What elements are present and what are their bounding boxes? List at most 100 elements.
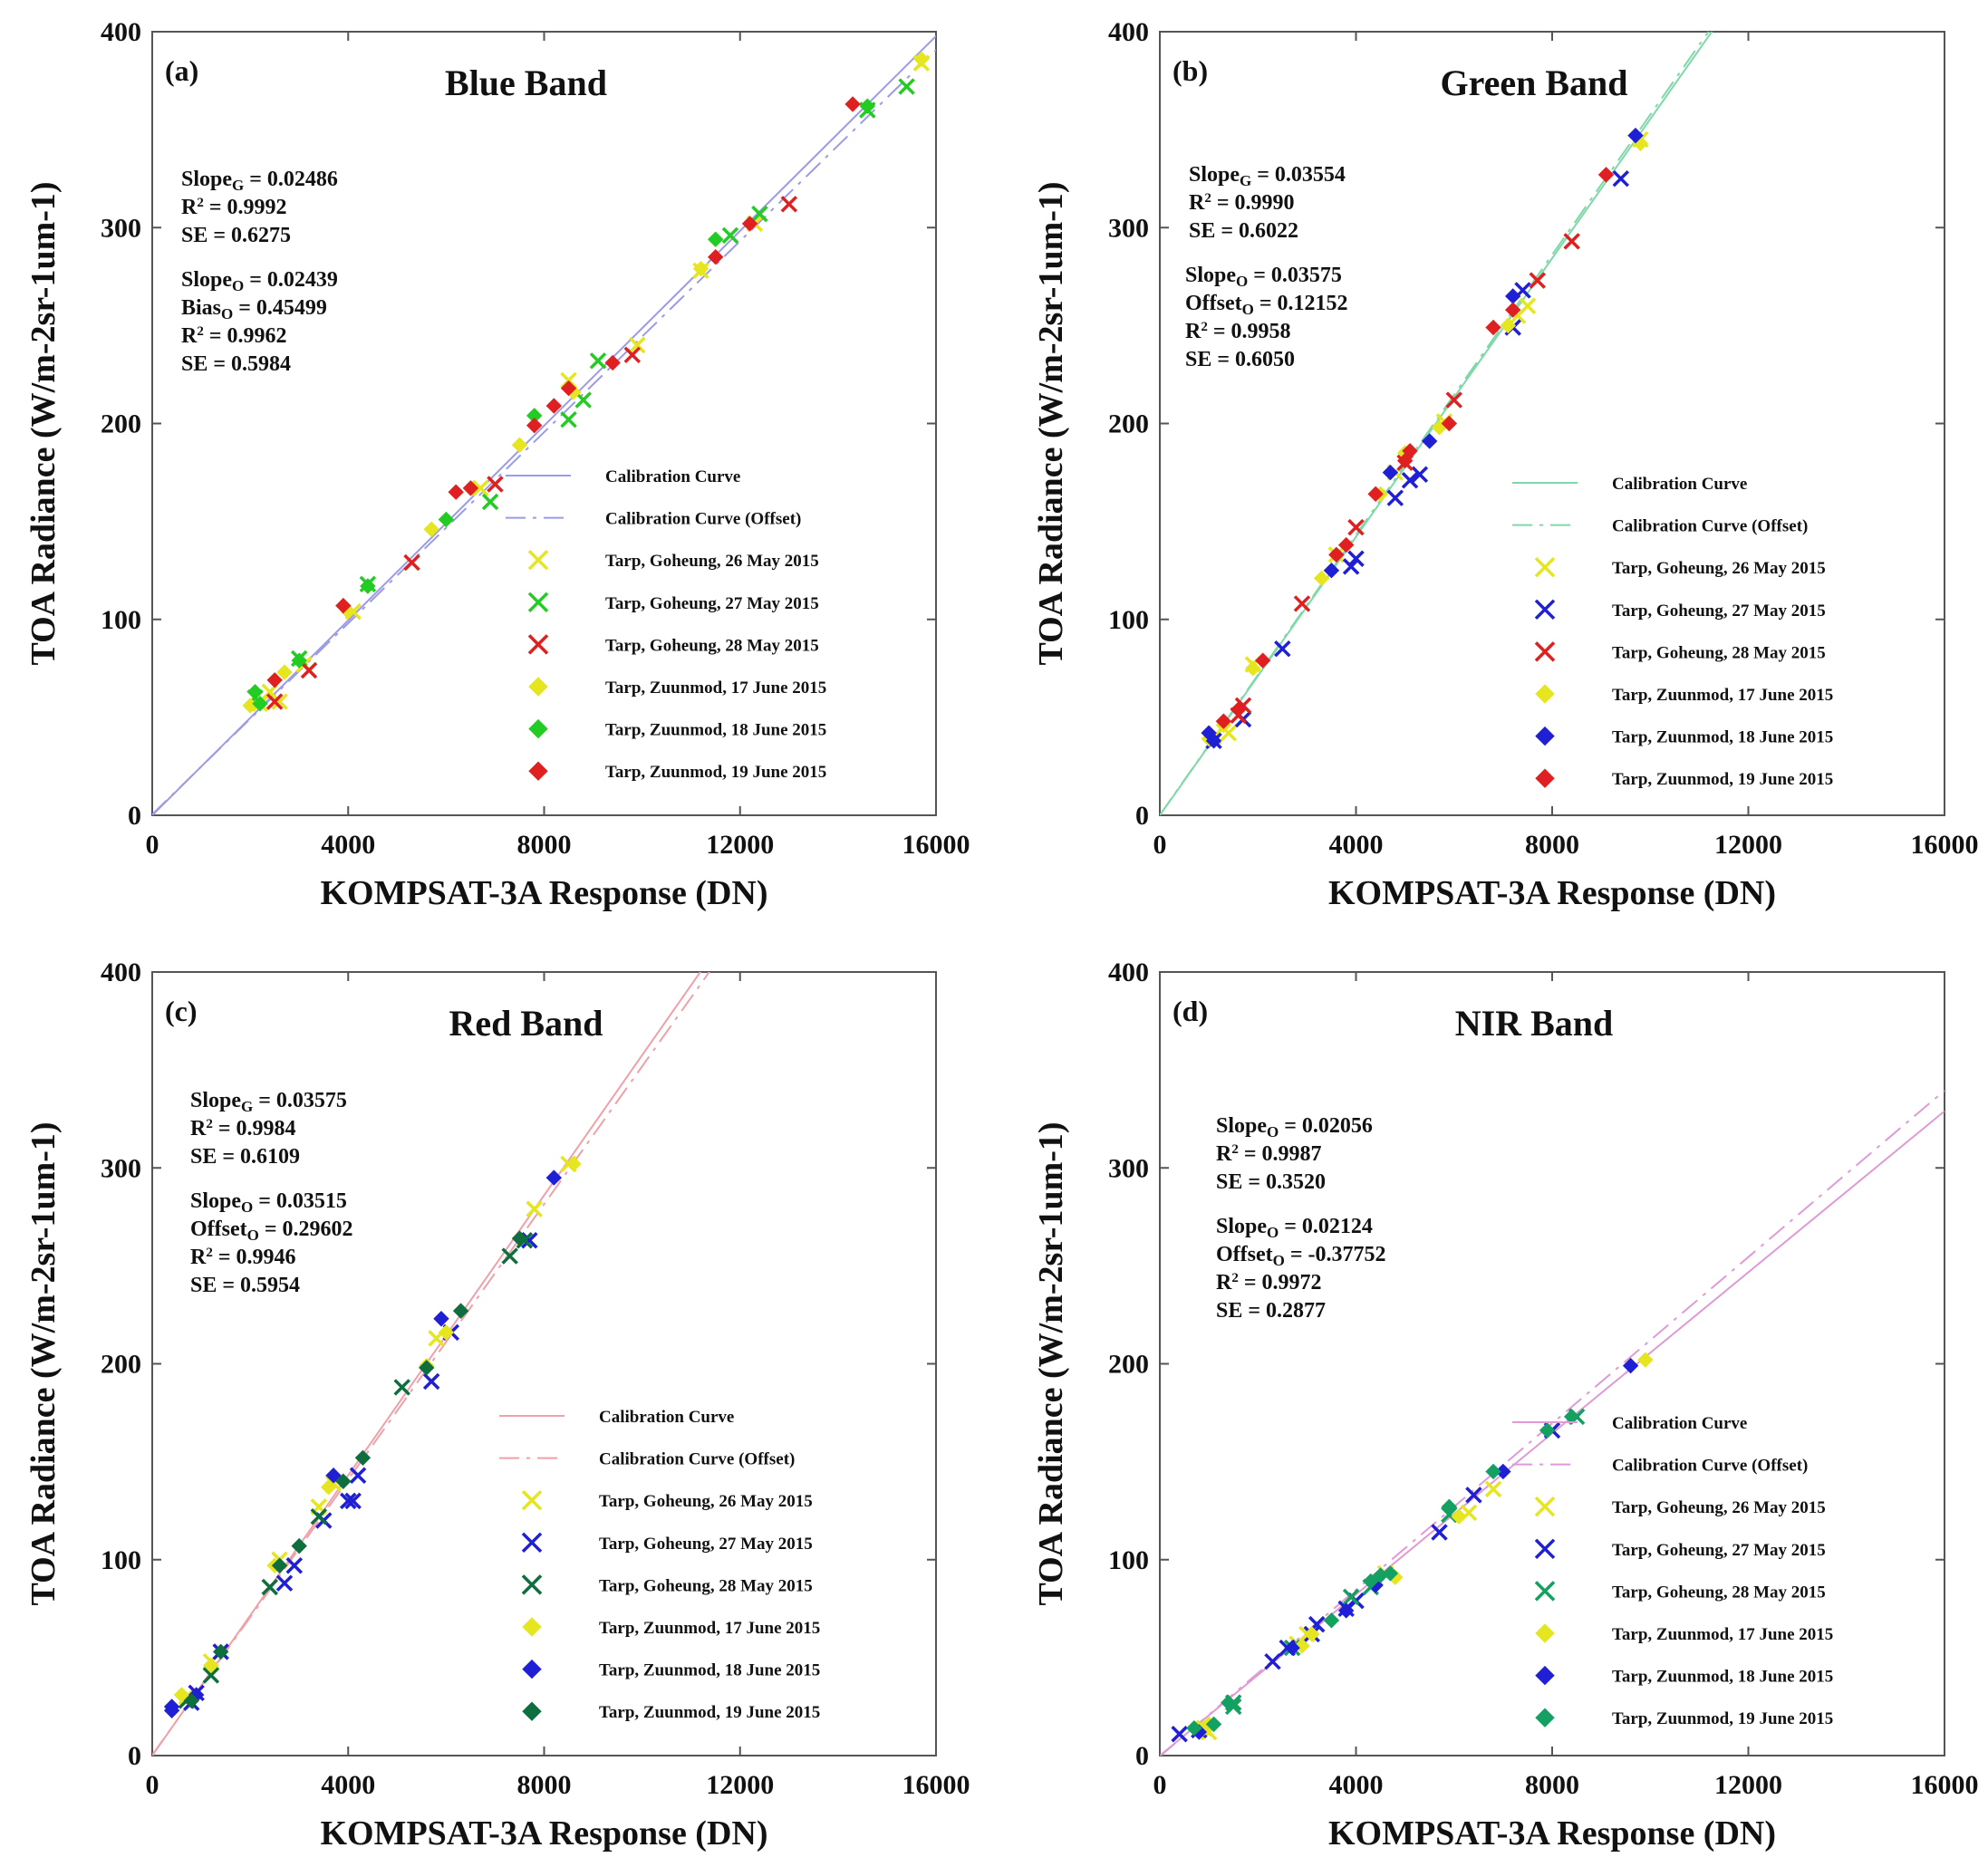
diamond-marker bbox=[325, 1468, 342, 1484]
x-marker bbox=[1529, 272, 1546, 289]
stat-line: SlopeG = 0.03575 bbox=[190, 1089, 347, 1115]
diamond-marker bbox=[913, 51, 930, 67]
x-marker bbox=[1293, 595, 1311, 612]
stat-line: SE = 0.6022 bbox=[1189, 219, 1298, 243]
stat-line: SlopeO = 0.02439 bbox=[181, 268, 338, 294]
legend-entry-label: Calibration Curve bbox=[605, 467, 740, 486]
x-marker bbox=[1347, 518, 1365, 536]
diamond-marker bbox=[1500, 317, 1516, 334]
diamond-marker bbox=[1485, 319, 1501, 336]
diamond-marker bbox=[1535, 684, 1555, 704]
diamond-marker bbox=[360, 578, 376, 594]
diamond-marker bbox=[291, 652, 307, 669]
legend-entry-label: Tarp, Goheung, 27 May 2015 bbox=[1612, 1541, 1826, 1560]
diamond-marker bbox=[1328, 546, 1345, 563]
diamond-marker bbox=[526, 417, 543, 434]
y-tick-label: 400 bbox=[1108, 17, 1149, 47]
stat-line: SE = 0.3520 bbox=[1216, 1170, 1326, 1194]
legend-entry-label: Tarp, Goheung, 26 May 2015 bbox=[599, 1492, 813, 1511]
x-marker bbox=[501, 1247, 518, 1265]
y-axis-label: TOA Radiance (W/m-2sr-1um-1) bbox=[1032, 181, 1070, 665]
diamond-marker bbox=[266, 672, 283, 688]
diamond-marker bbox=[1186, 1720, 1202, 1737]
x-marker bbox=[521, 1532, 543, 1554]
legend-entry-label: Tarp, Zuunmod, 17 June 2015 bbox=[1612, 1625, 1833, 1644]
x-marker bbox=[285, 1557, 304, 1574]
panel-d: 0 4000 8000 12000 16000 0 100 200 300 400 KOMPSAT-… bbox=[1032, 958, 1979, 1853]
diamond-marker bbox=[844, 96, 861, 112]
diamond-marker bbox=[462, 480, 479, 496]
stat-line: R2 = 0.9962 bbox=[181, 324, 287, 348]
x-tick-label: 16000 bbox=[1911, 830, 1979, 860]
diamond-marker bbox=[1637, 1352, 1654, 1368]
calibration-curve-line bbox=[1160, 32, 1713, 815]
diamond-marker bbox=[1230, 701, 1247, 717]
x-tick-label: 8000 bbox=[1525, 1770, 1579, 1800]
stat-line: OffsetO = 0.12152 bbox=[1185, 292, 1348, 318]
diamond-marker bbox=[604, 354, 621, 371]
diamond-marker bbox=[528, 718, 548, 739]
stat-line: SlopeG = 0.03554 bbox=[1189, 163, 1346, 189]
x-tick-label: 12000 bbox=[706, 1770, 774, 1800]
stat-line: BiasO = 0.45499 bbox=[181, 296, 327, 322]
diamond-marker bbox=[1563, 1409, 1580, 1425]
x-marker bbox=[526, 1200, 543, 1217]
panel-label: (c) bbox=[165, 995, 198, 1027]
x-tick-label: 0 bbox=[146, 830, 159, 860]
x-marker bbox=[1612, 169, 1630, 188]
panel-title: Red Band bbox=[449, 1003, 603, 1044]
x-marker bbox=[1347, 550, 1365, 567]
diamond-marker bbox=[1323, 1612, 1340, 1629]
stat-line: SlopeO = 0.02124 bbox=[1216, 1215, 1373, 1241]
series-2 bbox=[183, 1232, 538, 1711]
x-marker bbox=[344, 1492, 362, 1510]
diamond-marker bbox=[859, 98, 876, 114]
legend-entry-label: Calibration Curve bbox=[1612, 475, 1747, 494]
stat-line: SE = 0.5954 bbox=[190, 1274, 300, 1297]
x-marker bbox=[1431, 1524, 1448, 1541]
series-5 bbox=[1201, 127, 1644, 749]
legend: Calibration Curve Calibration Curve (Offs… bbox=[499, 1408, 820, 1722]
x-axis-label: KOMPSAT-3A Response (DN) bbox=[320, 1814, 767, 1853]
diamond-marker bbox=[1539, 1422, 1556, 1439]
diamond-marker bbox=[1221, 1694, 1237, 1711]
x-marker bbox=[202, 1667, 220, 1684]
y-tick-label: 100 bbox=[101, 1545, 141, 1575]
x-marker bbox=[521, 1489, 543, 1511]
diamond-marker bbox=[1254, 652, 1271, 669]
x-marker bbox=[560, 410, 577, 428]
diamond-marker bbox=[335, 1473, 352, 1489]
x-tick-label: 16000 bbox=[902, 830, 970, 860]
legend-entry-label: Tarp, Goheung, 28 May 2015 bbox=[605, 636, 819, 655]
x-marker bbox=[780, 196, 798, 213]
panel-label: (a) bbox=[165, 54, 198, 87]
x-marker bbox=[265, 693, 284, 710]
stat-line: R2 = 0.9990 bbox=[1189, 191, 1295, 215]
y-tick-label: 0 bbox=[1135, 1741, 1149, 1771]
series-3 bbox=[178, 1232, 534, 1709]
stat-line: SlopeO = 0.02056 bbox=[1216, 1114, 1373, 1140]
stat-line: SE = 0.6109 bbox=[190, 1145, 300, 1169]
y-tick-label: 200 bbox=[101, 409, 141, 439]
diamond-marker bbox=[1597, 167, 1615, 183]
diamond-marker bbox=[1535, 1623, 1555, 1643]
x-tick-label: 4000 bbox=[321, 830, 375, 860]
legend-entry-label: Calibration Curve (Offset) bbox=[1612, 1457, 1808, 1476]
x-marker bbox=[349, 1467, 367, 1484]
x-tick-label: 0 bbox=[1153, 1770, 1167, 1800]
legend-entry-label: Tarp, Goheung, 26 May 2015 bbox=[1612, 559, 1826, 578]
x-marker bbox=[1171, 1725, 1188, 1743]
stat-line: SlopeG = 0.02486 bbox=[181, 168, 338, 194]
y-tick-label: 0 bbox=[128, 1741, 141, 1771]
panel-title: Blue Band bbox=[445, 63, 607, 103]
x-tick-label: 8000 bbox=[517, 1770, 572, 1800]
diamond-marker bbox=[692, 260, 709, 277]
x-marker bbox=[898, 78, 915, 95]
panel-label: (d) bbox=[1173, 995, 1208, 1027]
legend-entry-label: Tarp, Zuunmod, 17 June 2015 bbox=[605, 678, 826, 698]
diamond-marker bbox=[203, 1657, 219, 1674]
x-marker bbox=[527, 634, 549, 655]
diamond-marker bbox=[1535, 726, 1555, 746]
diamond-marker bbox=[1245, 660, 1261, 677]
